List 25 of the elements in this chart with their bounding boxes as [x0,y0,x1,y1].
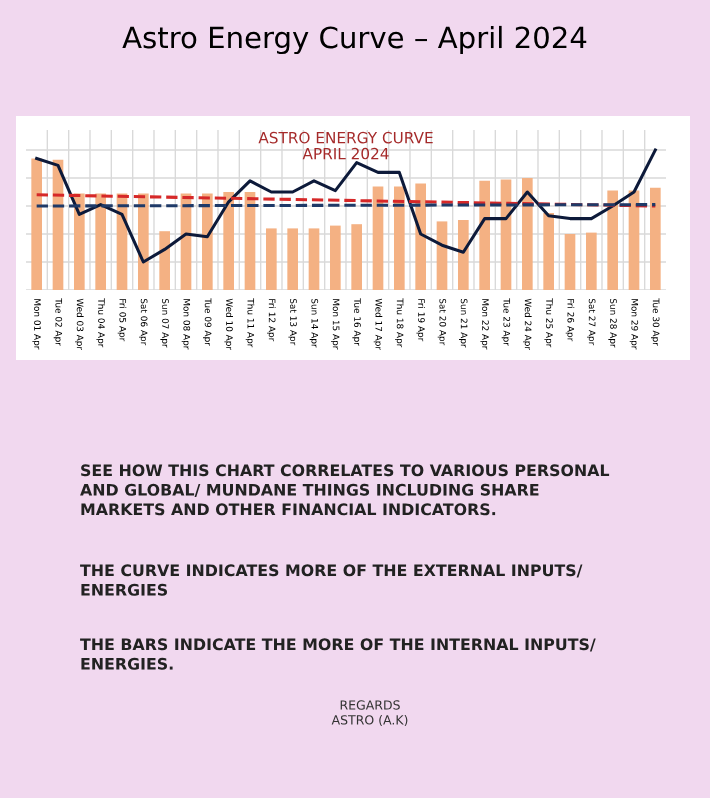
bar [543,213,554,290]
bar [95,193,106,290]
bar [159,231,170,290]
bar [522,178,533,290]
bar [287,228,298,290]
bar [628,190,640,290]
bar [351,224,362,290]
bar [564,234,576,290]
bar [458,220,469,290]
bar [372,186,384,290]
bar [308,228,320,290]
bar [31,158,42,290]
bar [266,228,277,290]
bar [223,192,234,290]
bar [74,193,85,290]
bar [586,232,597,290]
bar [479,180,490,290]
bar [330,225,341,290]
chart-title: Astro Energy Curve – April 2024 [122,25,587,55]
bar [202,193,213,290]
bar [650,187,661,290]
bar [394,186,405,290]
bar [436,221,448,290]
bar [415,183,426,290]
bar [607,190,618,290]
